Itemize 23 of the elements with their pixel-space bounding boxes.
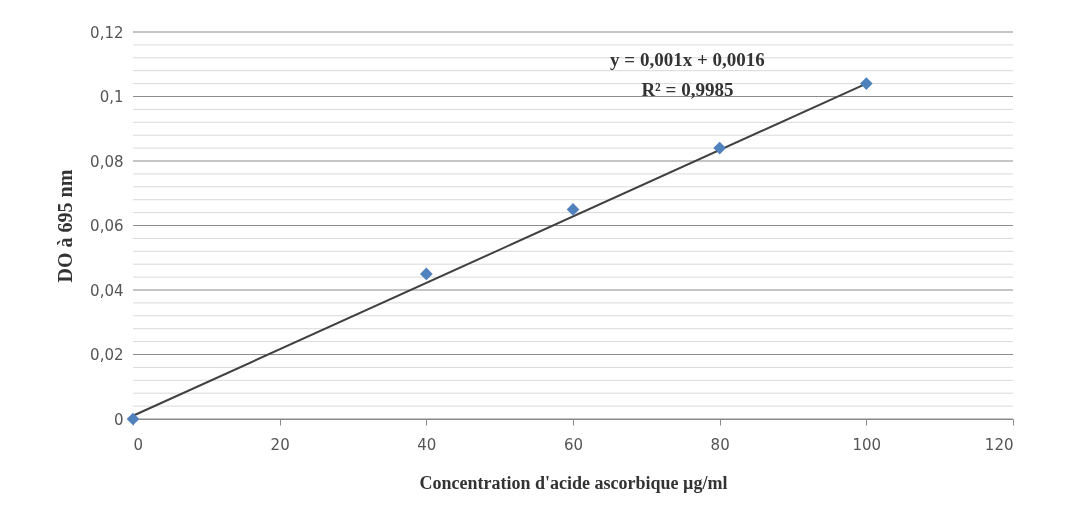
point bbox=[420, 267, 433, 281]
y-tick-label: 0,12 bbox=[90, 23, 124, 42]
x-axis-title: Concentration d'acide ascorbique µg/ml bbox=[419, 472, 728, 493]
x-tick-label: 20 bbox=[270, 435, 290, 454]
point bbox=[126, 412, 140, 426]
x-tick-label: 120 bbox=[984, 435, 1014, 454]
point bbox=[713, 141, 726, 155]
y-tick-label: 0,06 bbox=[90, 217, 124, 235]
x-tick-label: 0 bbox=[133, 435, 144, 454]
x-tick-label: 60 bbox=[563, 435, 584, 454]
point bbox=[566, 203, 580, 216]
point bbox=[860, 77, 873, 90]
y-axis-title: DO à 695 nm bbox=[54, 169, 77, 283]
y-tick-label: 0,08 bbox=[90, 152, 124, 171]
x-tick-label: 40 bbox=[417, 435, 437, 454]
y-tick-label: 0,04 bbox=[90, 281, 124, 300]
x-tick-label: 100 bbox=[852, 435, 882, 454]
y-tick-label: 0 bbox=[113, 410, 124, 429]
x-tick-label: 80 bbox=[710, 435, 730, 454]
y-tick-label: 0,1 bbox=[99, 88, 124, 106]
annotation: y = 0,001x + 0,0016 bbox=[610, 49, 765, 70]
annotation: R² = 0,9985 bbox=[641, 79, 734, 100]
y-tick-label: 0,02 bbox=[90, 346, 124, 364]
